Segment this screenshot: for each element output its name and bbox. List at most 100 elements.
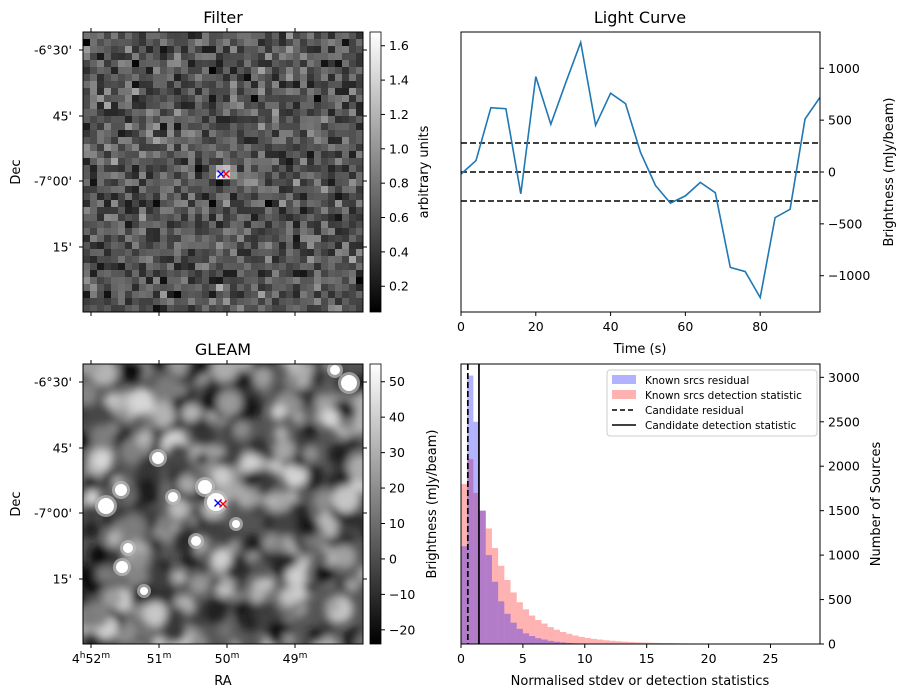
filter-pixel	[104, 186, 112, 194]
filter-pixel	[209, 291, 217, 299]
filter-pixel	[125, 74, 133, 82]
filter-pixel	[202, 172, 210, 180]
filter-pixel	[118, 200, 126, 208]
x-tick-label: 0	[457, 651, 465, 666]
gleam-dec-axis: -6°30'45'-7°00'15'	[34, 375, 367, 587]
filter-pixel	[209, 67, 217, 75]
filter-pixel	[258, 102, 266, 110]
filter-pixel	[216, 200, 224, 208]
filter-pixel	[321, 207, 329, 215]
filter-pixel	[132, 102, 140, 110]
filter-pixel	[125, 305, 133, 312]
filter-pixel	[216, 74, 224, 82]
gleam-texture-blob	[292, 455, 306, 469]
filter-pixel	[328, 263, 336, 271]
filter-pixel	[321, 151, 329, 159]
colorbar-tick-label: 0.6	[389, 210, 409, 225]
filter-pixel	[132, 298, 140, 306]
filter-pixel	[104, 305, 112, 312]
filter-pixel	[223, 102, 231, 110]
filter-pixel	[300, 165, 308, 173]
filter-pixel	[153, 109, 161, 117]
filter-pixel	[83, 221, 91, 229]
filter-pixel	[202, 109, 210, 117]
filter-pixel	[279, 179, 287, 187]
filter-pixel	[209, 221, 217, 229]
filter-pixel	[188, 88, 196, 96]
filter-pixel	[321, 137, 329, 145]
filter-pixel	[160, 130, 168, 138]
filter-pixel	[118, 298, 126, 306]
gleam-texture-blob	[128, 388, 156, 416]
filter-pixel	[237, 81, 245, 89]
gleam-bright-source	[115, 484, 127, 496]
filter-pixel	[307, 60, 315, 68]
filter-pixel	[349, 172, 357, 180]
histogram-bar	[485, 528, 492, 644]
filter-pixel	[167, 179, 175, 187]
filter-pixel	[307, 53, 315, 61]
filter-pixel	[223, 242, 231, 250]
filter-pixel	[104, 102, 112, 110]
y-tick-label: −1000	[828, 268, 870, 283]
gleam-texture-blob	[213, 445, 225, 458]
filter-pixel	[349, 193, 357, 201]
filter-pixel	[328, 46, 336, 54]
filter-pixel	[286, 249, 294, 257]
filter-pixel	[160, 67, 168, 75]
filter-pixel	[230, 81, 238, 89]
filter-pixel	[97, 242, 105, 250]
filter-pixel	[244, 305, 252, 312]
filter-pixel	[265, 39, 273, 47]
filter-pixel	[244, 165, 252, 173]
filter-pixel	[90, 214, 98, 222]
filter-pixel	[111, 32, 119, 40]
filter-pixel	[188, 130, 196, 138]
filter-pixel	[153, 95, 161, 103]
filter-pixel	[104, 109, 112, 117]
filter-pixel	[356, 200, 363, 208]
filter-pixel	[300, 109, 308, 117]
filter-pixel	[139, 95, 147, 103]
filter-pixel	[272, 109, 280, 117]
filter-pixel	[181, 193, 189, 201]
filter-pixel	[342, 158, 350, 166]
filter-pixel	[83, 109, 91, 117]
filter-pixel	[104, 242, 112, 250]
filter-pixel	[202, 277, 210, 285]
filter-pixel	[321, 242, 329, 250]
histogram-bar	[615, 641, 622, 644]
filter-pixel	[265, 151, 273, 159]
histogram-bar	[621, 641, 629, 644]
filter-pixel	[146, 214, 154, 222]
filter-pixel	[293, 158, 301, 166]
filter-pixel	[272, 228, 280, 236]
filter-pixel	[279, 95, 287, 103]
gleam-texture-blob	[320, 408, 340, 428]
filter-pixel	[328, 109, 336, 117]
gleam-texture-blob	[83, 563, 88, 580]
filter-pixel	[251, 130, 259, 138]
filter-pixel	[153, 263, 161, 271]
filter-pixel	[230, 277, 238, 285]
filter-pixel	[223, 249, 231, 257]
filter-pixel	[181, 284, 189, 292]
colorbar-tick-label: 1.6	[389, 38, 409, 53]
filter-pixel	[328, 74, 336, 82]
filter-pixel	[146, 32, 154, 40]
filter-pixel	[125, 221, 133, 229]
filter-pixel	[272, 32, 280, 40]
filter-pixel	[202, 249, 210, 257]
filter-pixel	[188, 151, 196, 159]
filter-pixel	[209, 130, 217, 138]
histogram-bar	[498, 601, 505, 644]
filter-pixel	[216, 193, 224, 201]
filter-pixel	[111, 137, 119, 145]
filter-pixel	[342, 102, 350, 110]
histogram-bar	[590, 638, 598, 644]
filter-pixel	[167, 249, 175, 257]
gleam-texture-blob	[130, 551, 150, 570]
filter-pixel	[118, 256, 126, 264]
filter-pixel	[111, 305, 119, 312]
filter-pixel	[279, 305, 287, 312]
